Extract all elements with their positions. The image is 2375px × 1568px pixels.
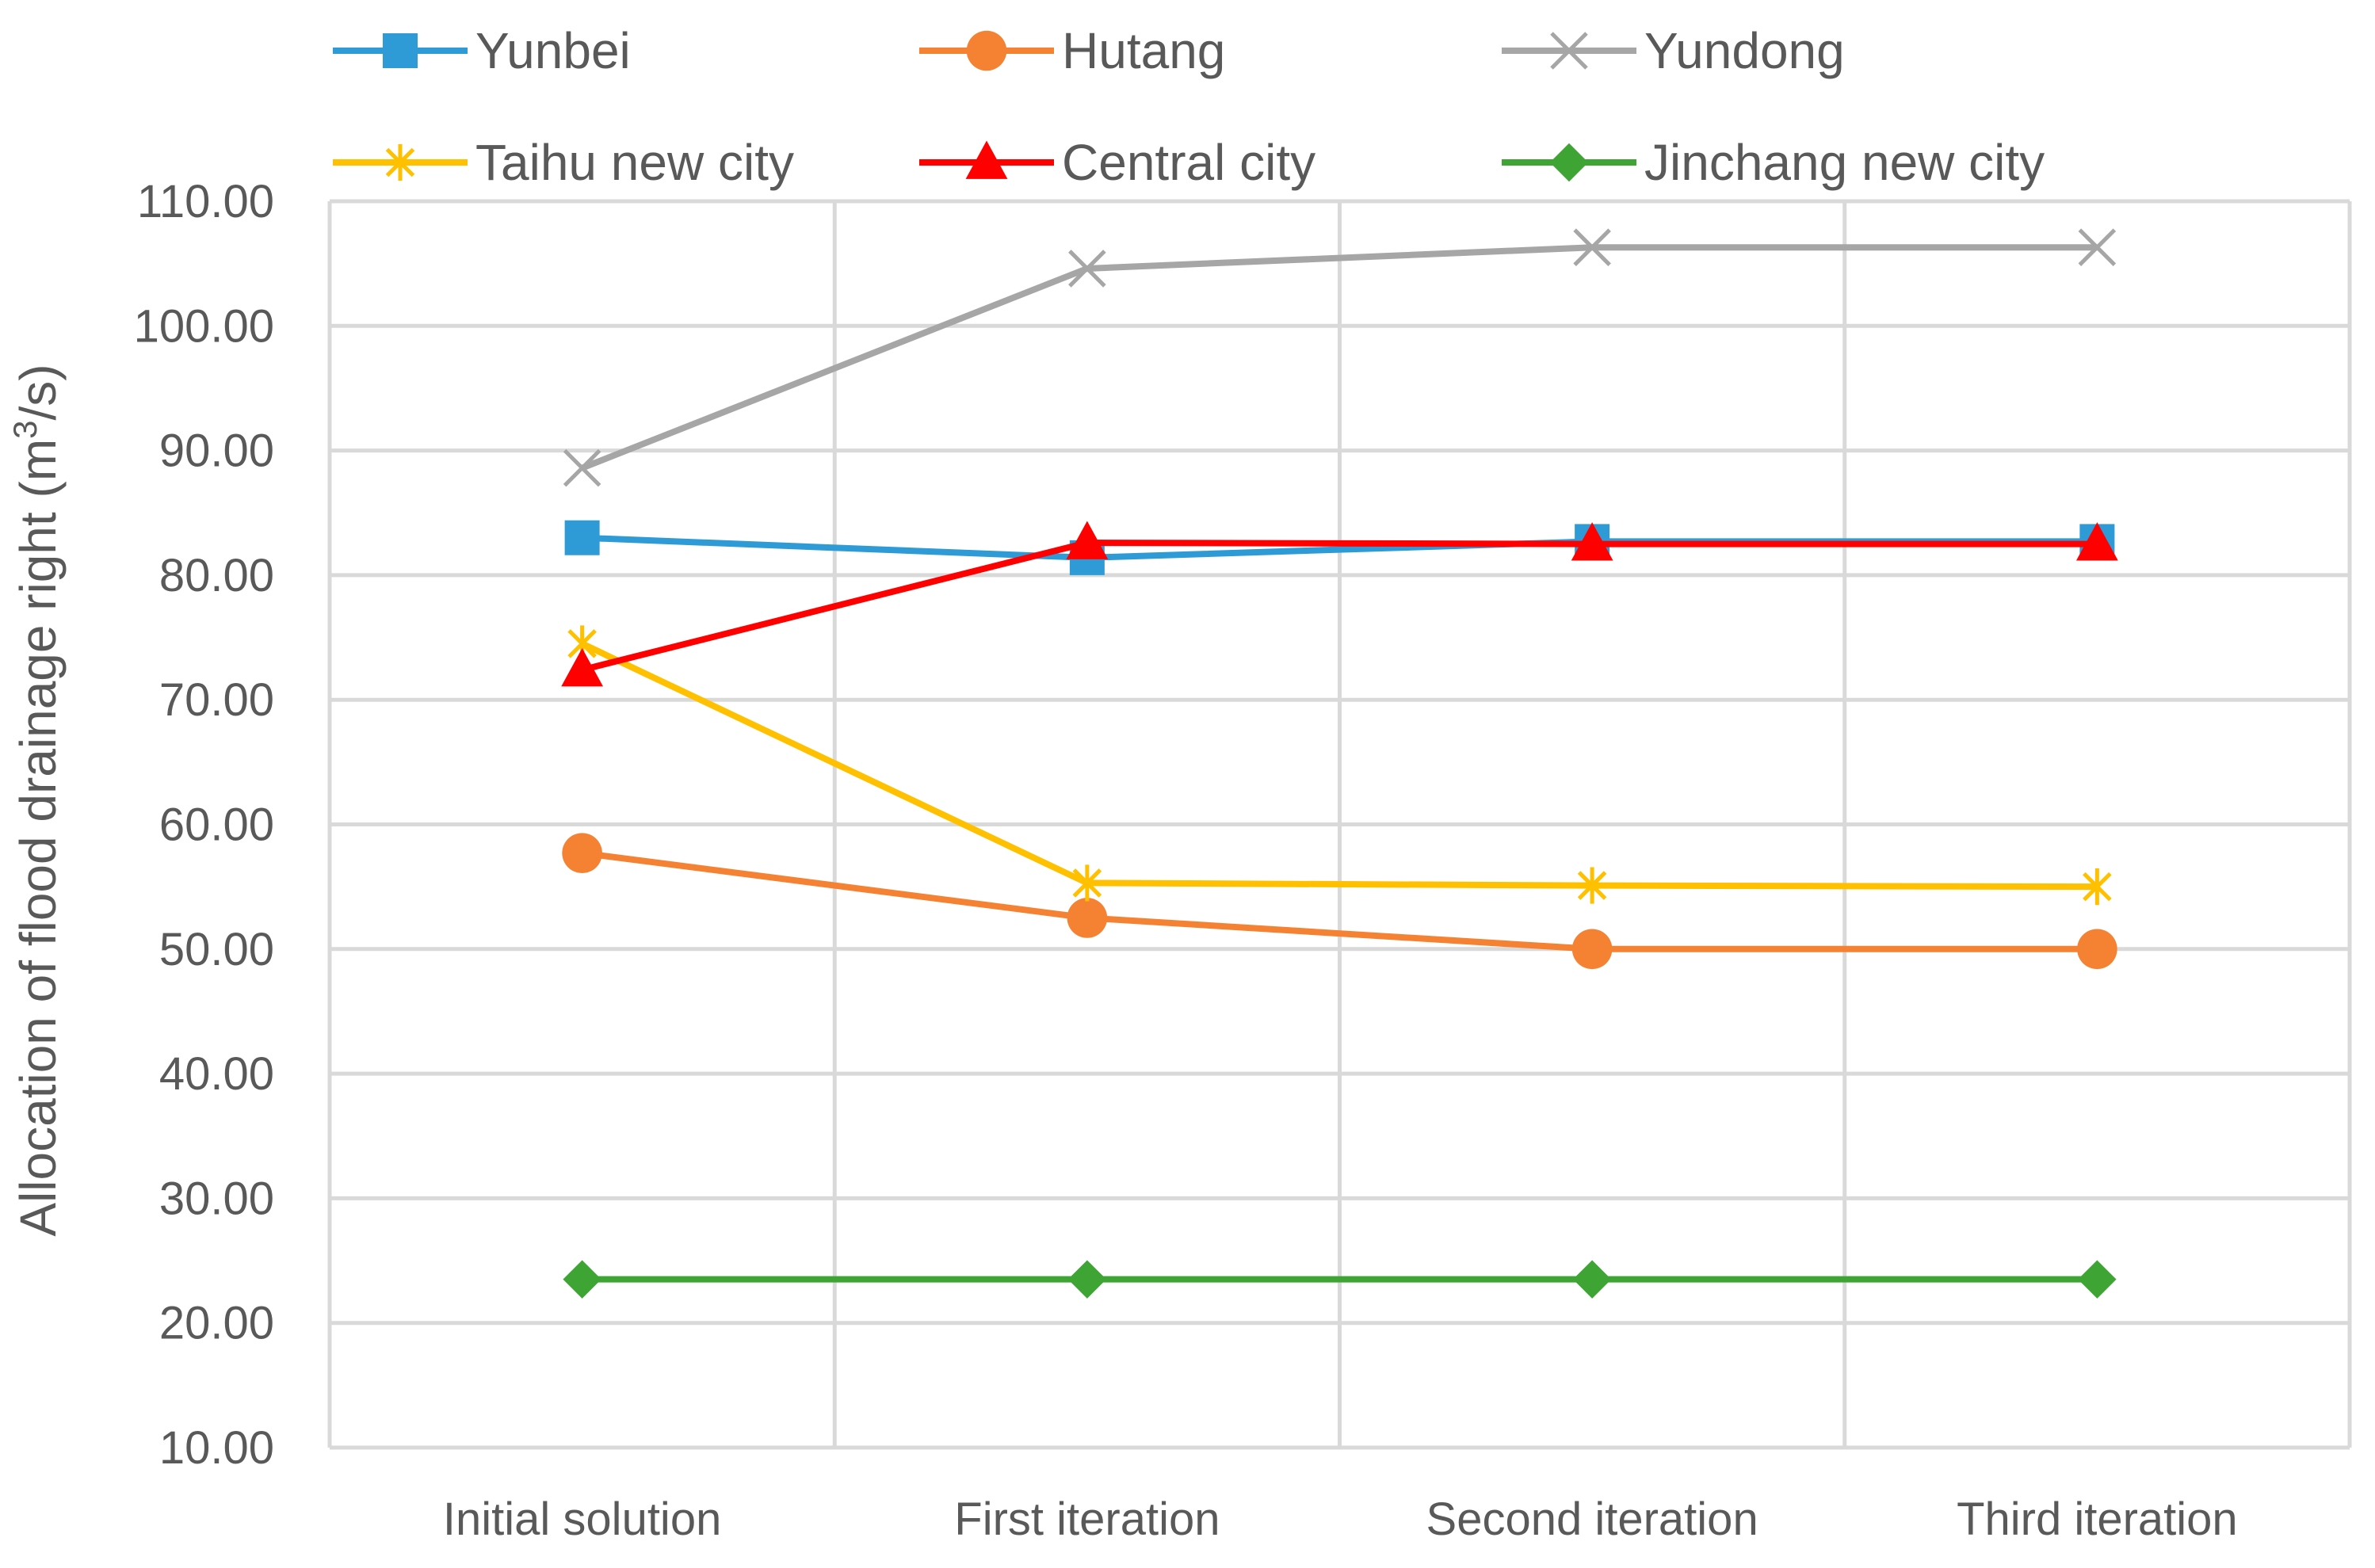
gridlines bbox=[327, 199, 2352, 1450]
data-point-yundong bbox=[2078, 228, 2117, 266]
legend: Yunbei Hutang Yundong Taihu new city Central… bbox=[333, 22, 2045, 191]
y-tick-label: 20.00 bbox=[159, 1298, 274, 1349]
y-tick-label: 40.00 bbox=[159, 1048, 274, 1100]
data-point-central-city bbox=[1571, 522, 1613, 561]
series-jinchang-new-city bbox=[563, 1260, 2117, 1299]
x-tick-label: First iteration bbox=[954, 1494, 1220, 1545]
y-axis-title-main: Allocation of flood drainage right (m bbox=[10, 439, 67, 1237]
data-point-hutang bbox=[1067, 898, 1108, 938]
y-axis-tick-labels: 10.00 20.00 30.00 40.00 50.00 60.00 70.00 80.00… bbox=[134, 176, 274, 1474]
data-point-yundong bbox=[1068, 250, 1106, 288]
y-tick-label: 100.00 bbox=[134, 300, 274, 352]
y-tick-label: 110.00 bbox=[137, 176, 274, 227]
legend-label: Taihu new city bbox=[475, 134, 794, 191]
y-axis-title-superscript: 3 bbox=[6, 420, 44, 438]
legend-marker-central-city bbox=[965, 140, 1008, 179]
series-yundong bbox=[563, 228, 2117, 487]
y-tick-label: 50.00 bbox=[159, 924, 274, 975]
legend-label: Yundong bbox=[1644, 22, 1845, 79]
x-axis-tick-labels: Initial solution First iteration Second it… bbox=[443, 1494, 2238, 1545]
series-line-taihu-new-city bbox=[580, 640, 2098, 891]
data-point-central-city bbox=[561, 647, 604, 687]
y-tick-label: 90.00 bbox=[159, 425, 274, 477]
legend-marker-taihu-new-city bbox=[385, 143, 415, 181]
legend-marker-jinchang-new-city bbox=[1549, 143, 1589, 182]
y-tick-label: 70.00 bbox=[159, 674, 274, 726]
data-point-hutang bbox=[2077, 929, 2117, 970]
data-point-jinchang-new-city bbox=[563, 1260, 601, 1299]
legend-label: Hutang bbox=[1062, 22, 1225, 79]
data-point-yundong bbox=[563, 448, 601, 487]
y-tick-label: 80.00 bbox=[159, 550, 274, 601]
series-central-city bbox=[561, 521, 2118, 687]
legend-item-jinchang-new-city: Jinchang new city bbox=[1502, 134, 2045, 191]
legend-item-hutang: Hutang bbox=[919, 22, 1225, 79]
legend-label: Yunbei bbox=[475, 22, 631, 79]
data-point-jinchang-new-city bbox=[1067, 1260, 1107, 1299]
legend-item-central-city: Central city bbox=[919, 134, 1315, 191]
data-point-yundong bbox=[1573, 228, 1611, 266]
data-point-jinchang-new-city bbox=[2078, 1260, 2117, 1299]
series-taihu-new-city bbox=[567, 625, 2112, 906]
legend-item-taihu-new-city: Taihu new city bbox=[333, 134, 794, 191]
series-group bbox=[561, 228, 2118, 1299]
y-tick-label: 60.00 bbox=[159, 799, 274, 851]
series-line-hutang bbox=[582, 849, 2098, 952]
legend-item-yunbei: Yunbei bbox=[333, 22, 631, 79]
y-axis-title-suffix: /s) bbox=[10, 364, 67, 420]
y-axis-title: Allocation of flood drainage right (m3/s… bbox=[6, 364, 67, 1236]
y-tick-label: 30.00 bbox=[159, 1173, 274, 1224]
data-point-taihu-new-city bbox=[1577, 867, 1607, 904]
y-tick-label: 10.00 bbox=[159, 1422, 274, 1474]
data-point-hutang bbox=[1571, 929, 1613, 970]
series-line-central-city bbox=[581, 540, 2098, 673]
data-point-yunbei bbox=[564, 520, 600, 555]
data-point-taihu-new-city bbox=[2083, 868, 2112, 906]
x-tick-label: Initial solution bbox=[443, 1494, 721, 1545]
series-hutang bbox=[562, 833, 2117, 970]
data-point-central-city bbox=[2075, 522, 2118, 561]
series-line-yundong bbox=[581, 244, 2098, 471]
legend-label: Jinchang new city bbox=[1644, 134, 2045, 191]
legend-marker-hutang bbox=[966, 30, 1007, 71]
data-point-hutang bbox=[562, 833, 602, 873]
legend-marker-yundong bbox=[1550, 32, 1588, 70]
legend-item-yundong: Yundong bbox=[1502, 22, 1845, 79]
x-tick-label: Second iteration bbox=[1426, 1494, 1758, 1545]
data-point-jinchang-new-city bbox=[1572, 1260, 1612, 1299]
legend-label: Central city bbox=[1062, 134, 1315, 191]
data-point-central-city bbox=[1066, 521, 1109, 559]
data-point-taihu-new-city bbox=[1072, 864, 1102, 902]
x-tick-label: Third iteration bbox=[1957, 1494, 2238, 1545]
legend-marker-yunbei bbox=[383, 33, 418, 68]
